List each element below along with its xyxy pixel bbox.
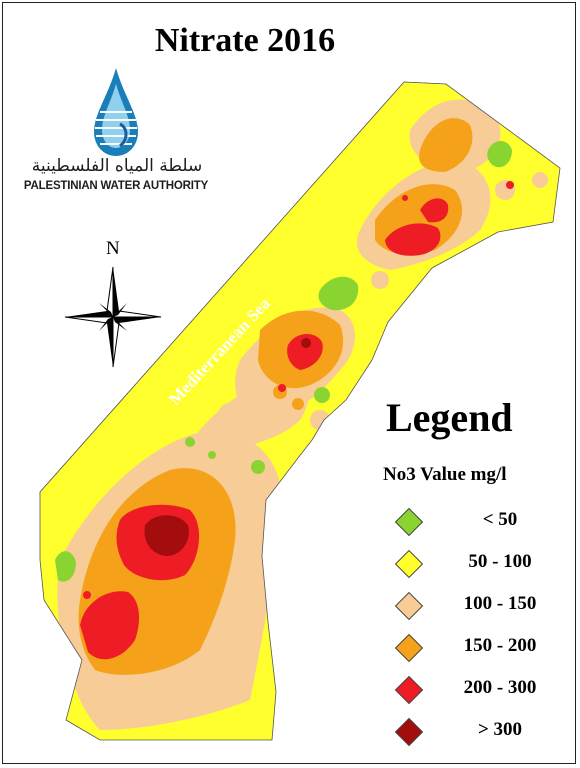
north-label: N (106, 238, 120, 259)
legend-subtitle: No3 Value mg/l (383, 464, 507, 485)
compass-rose-icon (64, 266, 162, 368)
legend-item-200-300: 200 - 300 (394, 674, 555, 710)
logo-arabic-text: سلطة المياه الفلسطينية (31, 156, 203, 176)
legend-label: 150 - 200 (463, 635, 537, 656)
legend-item-150-200: 150 - 200 (394, 632, 555, 668)
legend-label: < 50 (482, 509, 518, 530)
legend-swatch-icon (394, 717, 424, 747)
legend-label: 200 - 300 (463, 677, 537, 698)
legend-swatch-icon (394, 591, 424, 621)
legend-item-50-100: 50 - 100 (394, 548, 555, 584)
legend-label: > 300 (477, 719, 523, 740)
legend-item-lt50: < 50 (394, 506, 555, 542)
legend-swatch-icon (394, 633, 424, 663)
logo-english-text: PALESTINIAN WATER AUTHORITY (23, 180, 209, 192)
legend-item-100-150: 100 - 150 (394, 590, 555, 626)
legend-swatch-icon (394, 507, 424, 537)
legend-swatch-icon (394, 675, 424, 705)
legend-title: Legend (386, 395, 513, 440)
legend-swatch-icon (394, 549, 424, 579)
legend-label: 50 - 100 (468, 551, 532, 572)
water-drop-logo (94, 68, 138, 156)
map-title: Nitrate 2016 (154, 22, 336, 59)
legend-item-gt300: > 300 (394, 716, 555, 752)
legend-label: 100 - 150 (463, 593, 537, 614)
